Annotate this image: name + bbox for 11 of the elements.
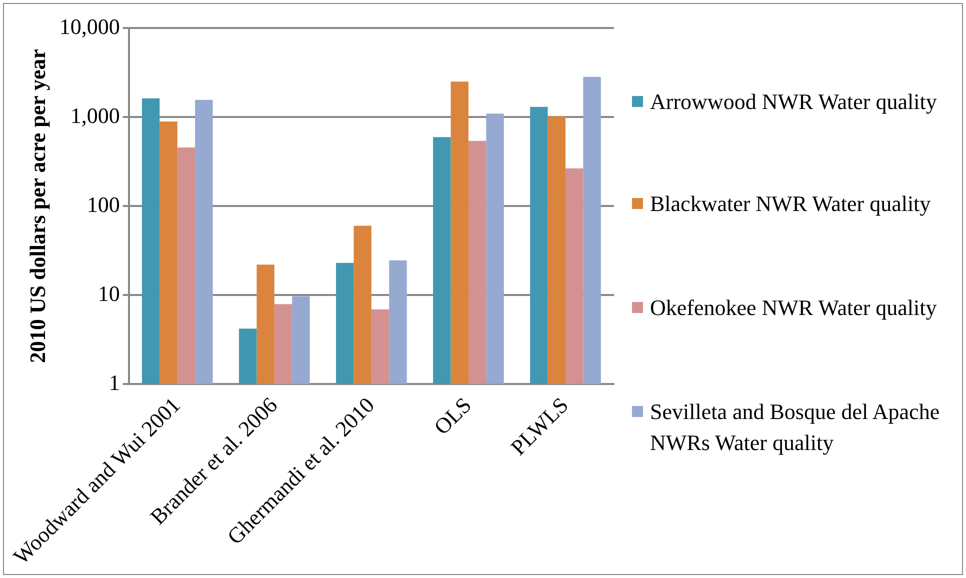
y-tick-label: 10 xyxy=(98,280,120,306)
y-tick-label: 1,000 xyxy=(70,102,120,128)
y-tick-label: 100 xyxy=(86,192,120,217)
y-axis-title: 2010 US dollars per acre per year xyxy=(24,48,50,364)
y-tick-label: 10,000 xyxy=(59,14,120,39)
legend-label: Blackwater NWR Water quality xyxy=(650,190,932,218)
x-tick-label: OLS xyxy=(429,392,476,440)
legend-label: Okefenokee NWR Water quality xyxy=(650,294,938,322)
legend-label: Arrowwood NWR Water quality xyxy=(650,88,938,116)
legend-label: Sevilleta and Bosque del Apache NWRs Water quality xyxy=(650,398,941,457)
y-tick-label: 1 xyxy=(108,370,120,395)
